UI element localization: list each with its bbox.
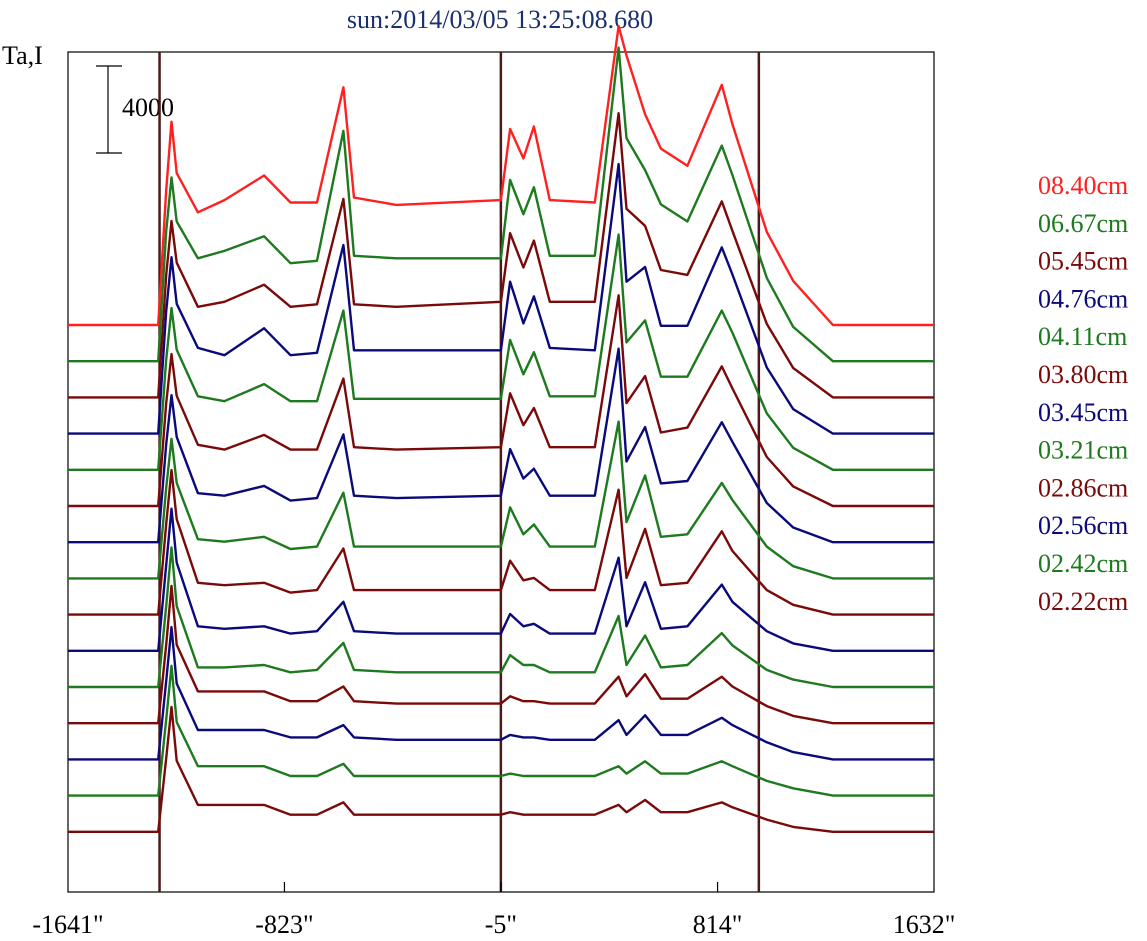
series-line-7 [68, 420, 934, 580]
series-group [68, 24, 934, 833]
series-line-5 [68, 294, 934, 508]
series-line-2 [68, 112, 934, 399]
series-line-0 [68, 24, 934, 327]
series-line-13 [68, 664, 934, 797]
legend-entry-5: 03.80cm [1038, 360, 1128, 389]
chart-title: sun:2014/03/05 13:25:08.680 [347, 5, 653, 34]
scale-bar-label: 4000 [122, 93, 174, 122]
scale-bar: 4000 [96, 65, 174, 154]
series-line-1 [68, 46, 934, 363]
series-line-6 [68, 347, 934, 544]
series-line-12 [68, 625, 934, 761]
series-line-14 [68, 705, 934, 833]
legend-entry-0: 08.40cm [1038, 171, 1128, 200]
x-tick-label-4: 1632" [893, 910, 956, 939]
legend-entry-7: 03.21cm [1038, 436, 1128, 465]
legend-entry-6: 03.45cm [1038, 398, 1128, 427]
y-axis-label: Ta,I [2, 41, 43, 70]
series-line-9 [68, 507, 934, 652]
legend-entry-11: 02.22cm [1038, 587, 1128, 616]
legend-entry-8: 02.86cm [1038, 473, 1128, 502]
x-tick-label-1: -823" [255, 910, 313, 939]
legend-entry-2: 05.45cm [1038, 247, 1128, 276]
series-line-11 [68, 584, 934, 725]
legend-entry-1: 06.67cm [1038, 209, 1128, 238]
x-tick-label-0: -1641" [32, 910, 103, 939]
series-line-10 [68, 546, 934, 689]
legend-entry-9: 02.56cm [1038, 511, 1128, 540]
series-line-3 [68, 162, 934, 435]
x-tick-label-3: 814" [693, 910, 743, 939]
x-ticks: -1641" -823" -5" 814" 1632" [32, 882, 955, 939]
series-line-4 [68, 233, 934, 471]
legend-entry-3: 04.76cm [1038, 284, 1128, 313]
x-tick-label-2: -5" [485, 910, 517, 939]
legend-entry-10: 02.42cm [1038, 549, 1128, 578]
legend: 08.40cm 06.67cm 05.45cm 04.76cm 04.11cm 03.80… [1038, 171, 1128, 616]
legend-entry-4: 04.11cm [1038, 322, 1127, 351]
series-line-8 [68, 468, 934, 616]
